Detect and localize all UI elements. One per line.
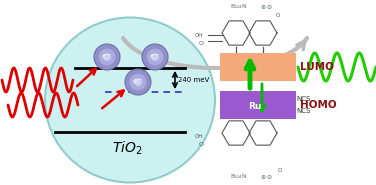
Text: $e^-$: $e^-$	[102, 53, 112, 61]
Text: HOMO: HOMO	[300, 100, 337, 110]
Text: $\mathit{TiO_2}$: $\mathit{TiO_2}$	[112, 139, 142, 157]
Text: $\oplus\ominus$: $\oplus\ominus$	[260, 3, 273, 11]
Text: Bu$_4$N: Bu$_4$N	[230, 3, 247, 11]
Text: O: O	[199, 41, 204, 46]
Ellipse shape	[125, 69, 151, 95]
Text: 240 meV: 240 meV	[178, 77, 209, 83]
FancyBboxPatch shape	[220, 91, 296, 119]
Ellipse shape	[99, 48, 115, 65]
Text: $\oplus\ominus$: $\oplus\ominus$	[260, 173, 273, 181]
Text: NCS: NCS	[296, 96, 310, 102]
Ellipse shape	[151, 53, 159, 61]
Text: O: O	[278, 169, 282, 174]
Text: NCS: NCS	[296, 108, 310, 114]
Text: O: O	[276, 13, 280, 18]
Ellipse shape	[45, 18, 215, 182]
Text: OH: OH	[195, 33, 203, 38]
Text: LUMO: LUMO	[300, 62, 334, 72]
Ellipse shape	[94, 44, 120, 70]
Text: Bu$_4$N: Bu$_4$N	[230, 173, 247, 181]
Ellipse shape	[130, 74, 146, 90]
Text: $e^-$: $e^-$	[149, 53, 161, 61]
Ellipse shape	[134, 78, 142, 86]
Ellipse shape	[147, 48, 164, 65]
FancyBboxPatch shape	[220, 53, 296, 81]
Text: $e^-$: $e^-$	[132, 78, 144, 86]
Text: OH: OH	[195, 134, 203, 139]
Ellipse shape	[142, 44, 168, 70]
Ellipse shape	[103, 53, 111, 61]
Text: Ru: Ru	[248, 102, 262, 110]
Text: O: O	[199, 142, 204, 147]
